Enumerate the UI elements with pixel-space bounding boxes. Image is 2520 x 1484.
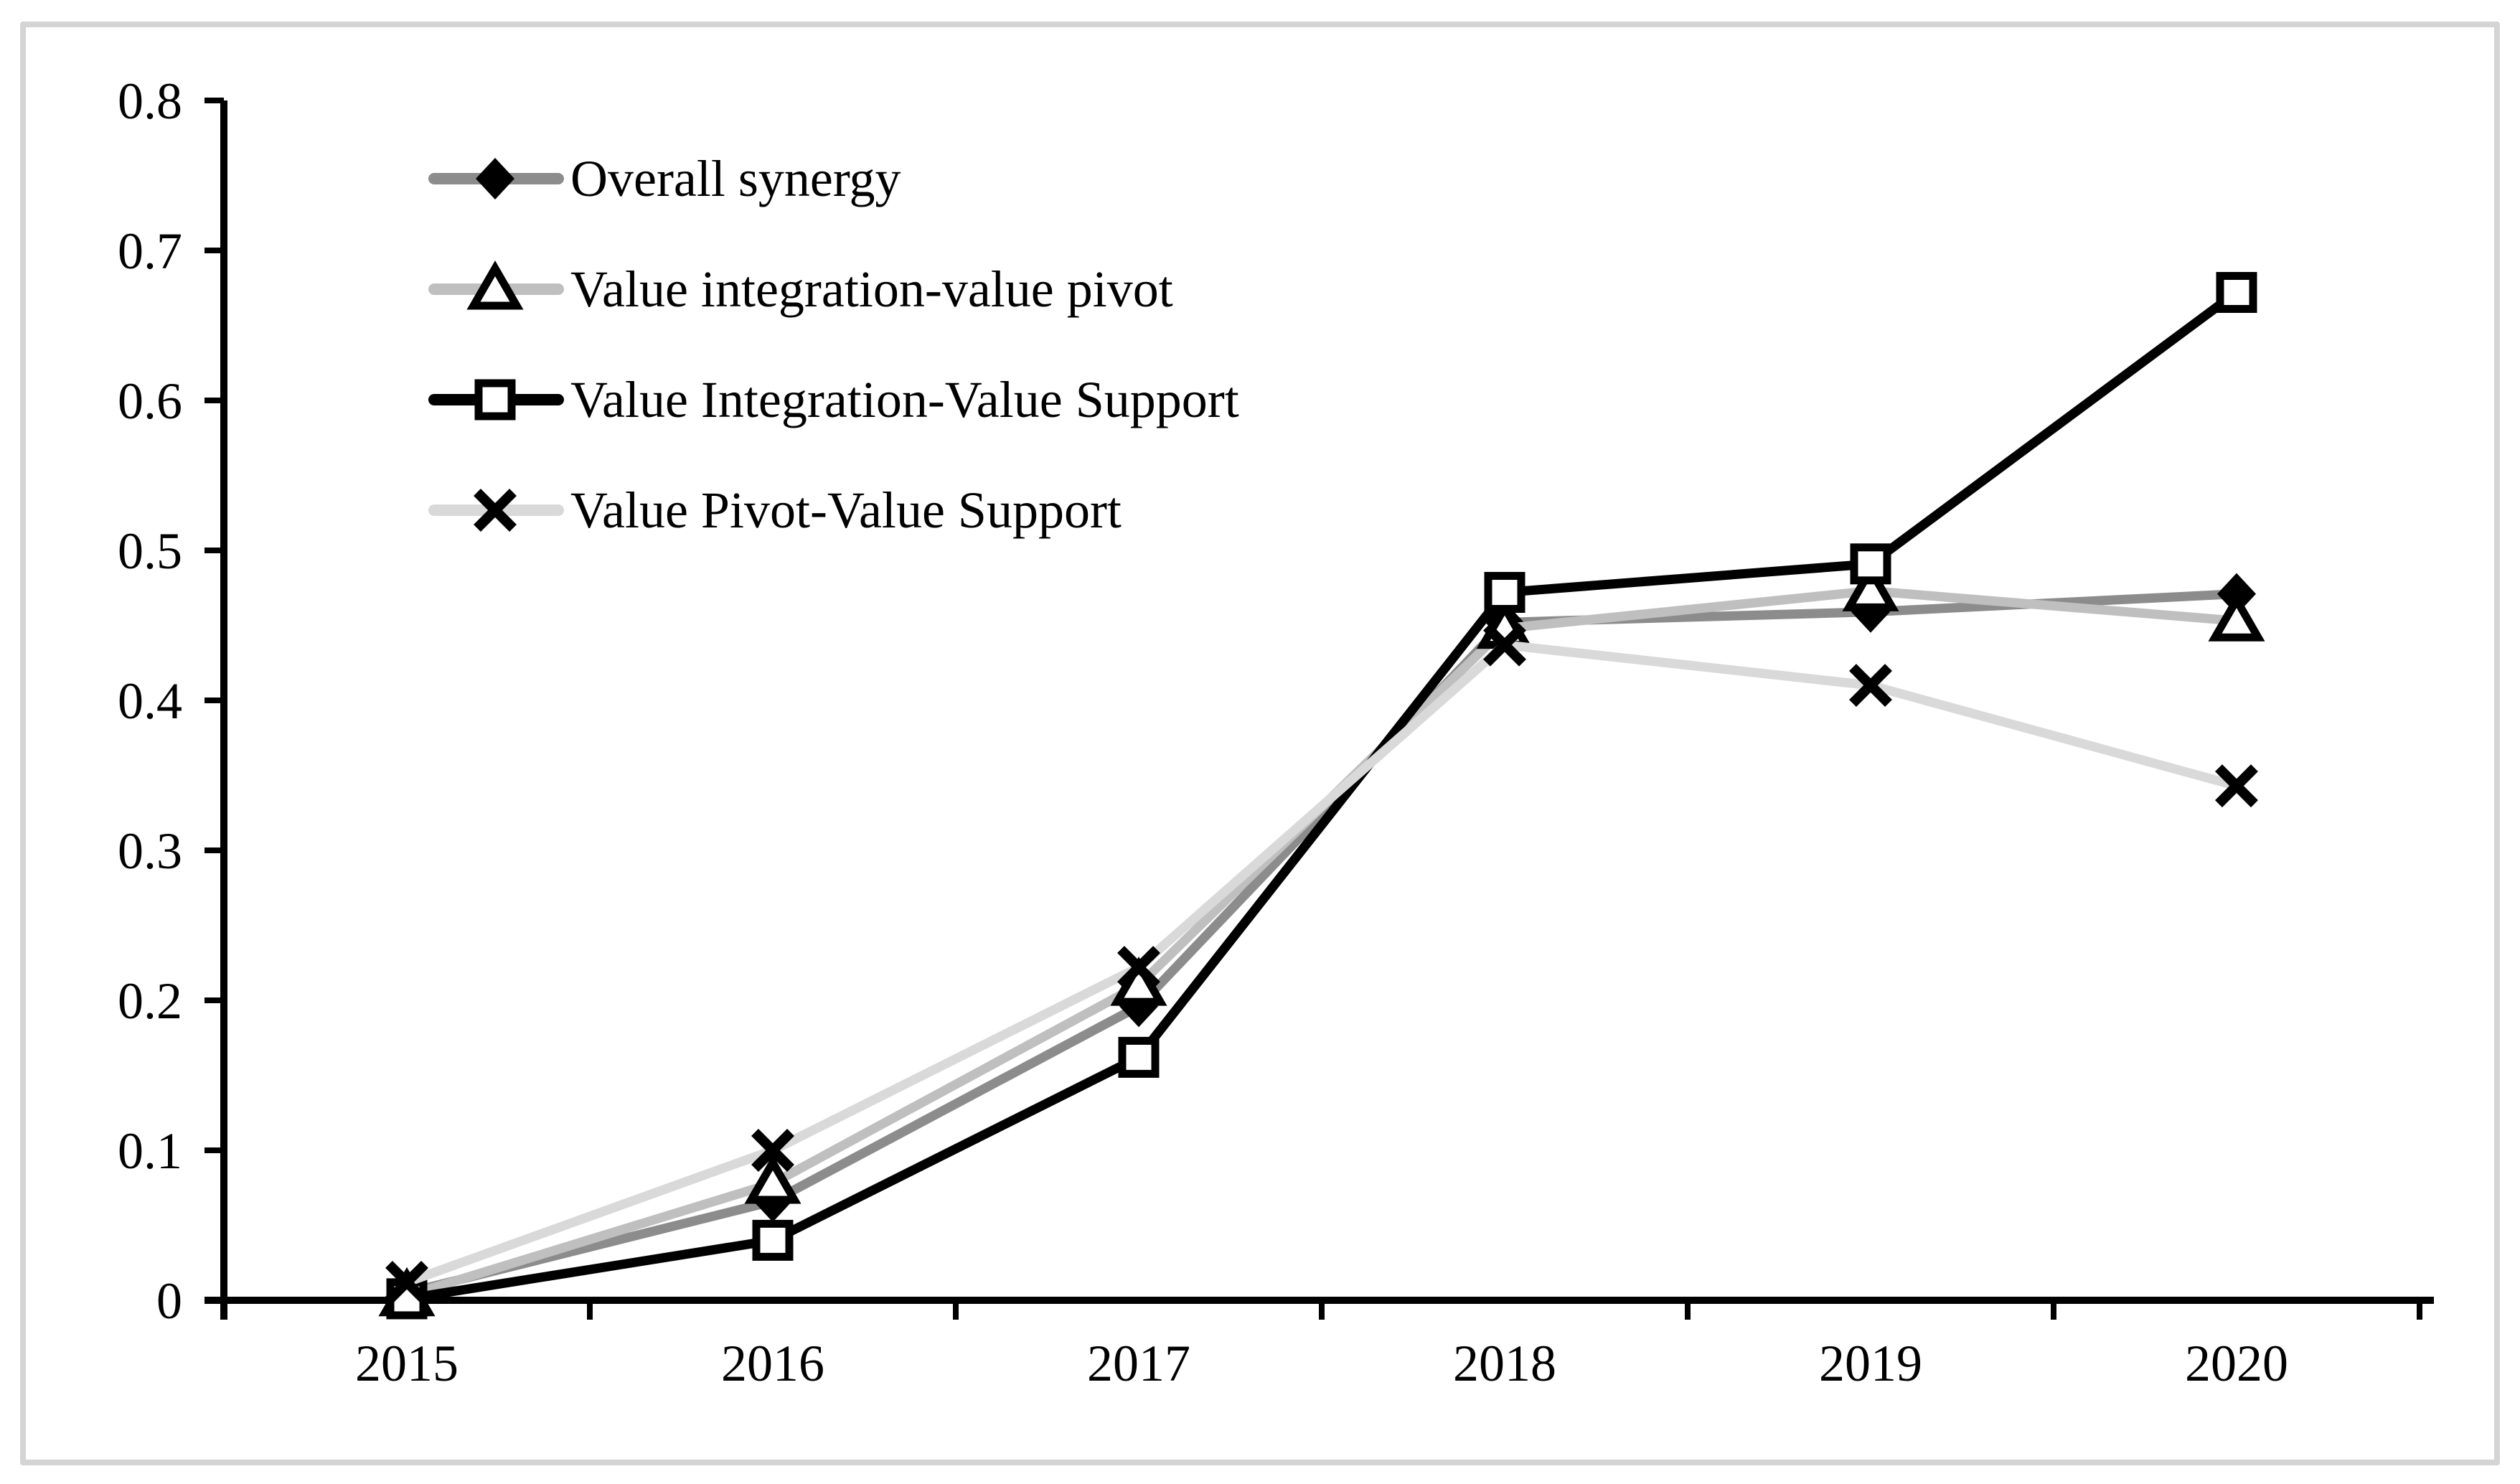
legend-label: Overall synergy	[570, 150, 901, 207]
y-tick-label: 0.6	[118, 372, 182, 430]
x-tick-label: 2019	[1819, 1335, 1922, 1392]
legend-item: Value Pivot-Value Support	[428, 482, 1122, 539]
series-value-integration-value-support	[386, 272, 2257, 1320]
x-cross-marker	[1117, 946, 1160, 989]
y-tick-label: 0.2	[118, 972, 182, 1030]
y-tick-label: 0.3	[118, 822, 182, 880]
open-square-marker	[474, 379, 516, 421]
legend: Overall synergy Value integration-value p…	[428, 150, 1239, 539]
series-line	[405, 640, 2238, 1287]
x-cross-marker	[1483, 623, 1526, 667]
legend-label: Value integration-value pivot	[570, 260, 1173, 318]
x-cross-marker	[751, 1129, 794, 1172]
open-triangle-marker	[2208, 592, 2265, 642]
x-cross-marker	[2215, 764, 2258, 808]
open-square-marker	[1118, 1036, 1160, 1078]
open-square-marker	[2216, 272, 2257, 314]
filled-diamond-marker	[476, 158, 514, 199]
y-tick-label: 0.4	[118, 672, 182, 730]
open-triangle-marker	[466, 260, 524, 310]
open-square-marker	[1850, 543, 1891, 585]
x-tick-label: 2018	[1453, 1335, 1556, 1392]
axes	[204, 98, 2434, 1320]
series-line	[405, 589, 2237, 1297]
legend-item: Value Integration-Value Support	[428, 371, 1239, 428]
y-tick-label: 0.1	[118, 1122, 182, 1180]
x-cross-marker	[1849, 664, 1892, 708]
x-tick-label: 2020	[2185, 1335, 2288, 1392]
y-tick-label: 0.5	[118, 522, 182, 580]
series-value-pivot-value-support	[385, 623, 2258, 1304]
open-square-marker	[1484, 572, 1525, 614]
open-square-marker	[752, 1219, 794, 1261]
y-tick-label: 0.7	[118, 222, 182, 280]
legend-label: Value Pivot-Value Support	[570, 482, 1122, 539]
open-triangle-marker	[744, 1154, 801, 1204]
open-triangle-marker	[1842, 562, 1899, 611]
x-tick-label: 2017	[1087, 1335, 1190, 1392]
series-line	[405, 288, 2239, 1304]
legend-item: Overall synergy	[428, 150, 901, 207]
series-overall-synergy	[387, 573, 2256, 1314]
legend-label: Value Integration-Value Support	[570, 371, 1239, 428]
x-cross-marker	[474, 489, 517, 532]
y-tick-label: 0	[156, 1272, 182, 1330]
y-tick-label: 0.8	[118, 72, 182, 130]
x-tick-label: 2016	[721, 1335, 824, 1392]
legend-item: Value integration-value pivot	[428, 260, 1173, 318]
series-line	[405, 586, 2237, 1300]
x-tick-label: 2015	[355, 1335, 459, 1392]
x-cross-marker	[385, 1260, 428, 1304]
series-value-integration-value-pivot	[378, 562, 2265, 1317]
